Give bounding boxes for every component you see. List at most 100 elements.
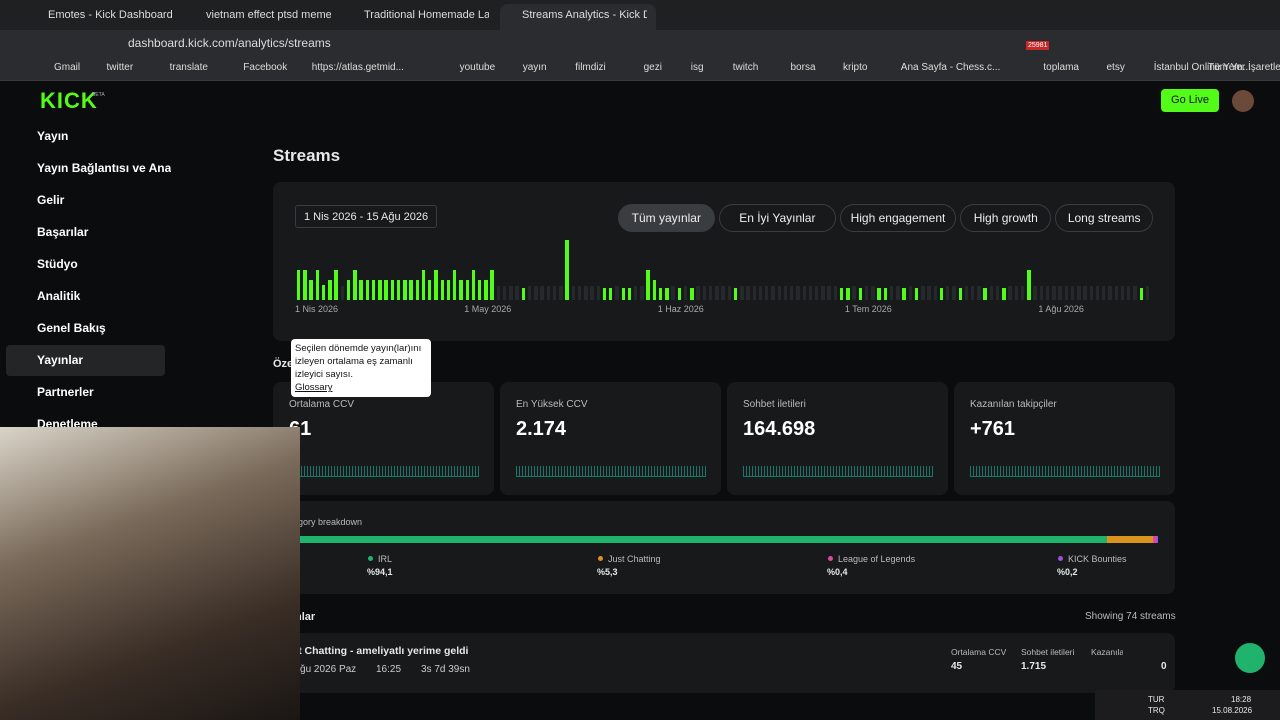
timeline-bar[interactable] xyxy=(328,280,332,300)
timeline-bar[interactable] xyxy=(1058,286,1062,300)
timeline-bar[interactable] xyxy=(297,270,301,300)
bookmark[interactable]: filmdizi xyxy=(575,62,606,73)
tab[interactable] xyxy=(500,4,656,30)
filter-chip[interactable]: High growth xyxy=(960,204,1052,232)
avatar[interactable] xyxy=(1232,90,1254,112)
timeline-bar[interactable] xyxy=(1139,288,1143,300)
timeline-bar[interactable] xyxy=(421,270,426,300)
timeline-bar[interactable] xyxy=(727,286,732,300)
timeline-bar[interactable] xyxy=(565,240,569,300)
timeline-bar[interactable] xyxy=(771,286,775,300)
timeline-bar[interactable] xyxy=(765,286,769,300)
timeline-bar[interactable] xyxy=(1045,286,1050,300)
timeline-bar[interactable] xyxy=(683,286,688,300)
timeline-bar[interactable] xyxy=(1014,286,1019,300)
timeline-bar[interactable] xyxy=(796,286,800,300)
timeline-bar[interactable] xyxy=(1077,286,1081,300)
timeline-bar[interactable] xyxy=(983,288,987,300)
timeline-bar[interactable] xyxy=(721,286,725,300)
timeline-bar[interactable] xyxy=(1114,286,1118,300)
sidebar-item[interactable]: Başarılar xyxy=(37,225,89,239)
timeline-bar[interactable] xyxy=(877,288,881,300)
timeline-bar[interactable] xyxy=(777,286,781,300)
timeline-bar[interactable] xyxy=(846,288,850,300)
timeline-bar[interactable] xyxy=(1002,288,1006,300)
bookmark[interactable]: etsy xyxy=(1106,62,1125,73)
timeline-bar[interactable] xyxy=(939,288,944,300)
timeline-bar[interactable] xyxy=(459,280,463,300)
timeline-bar[interactable] xyxy=(440,280,444,300)
url[interactable]: dashboard.kick.com/analytics/streams xyxy=(128,36,331,50)
timeline-bar[interactable] xyxy=(484,280,488,300)
bookmark[interactable]: toplama xyxy=(1043,62,1079,73)
filter-chip[interactable]: High engagement xyxy=(839,204,957,232)
timeline-bar[interactable] xyxy=(971,286,975,300)
timeline-bar[interactable] xyxy=(783,286,788,300)
sidebar-item[interactable]: Yayın xyxy=(37,129,69,143)
timeline-bar[interactable] xyxy=(696,286,700,300)
timeline-bar[interactable] xyxy=(908,286,913,300)
sidebar-item[interactable]: Genel Bakış xyxy=(37,321,106,335)
timeline-bar[interactable] xyxy=(340,286,345,300)
timeline-bar[interactable] xyxy=(827,286,831,300)
bookmark[interactable]: https://atlas.getmid... xyxy=(311,62,404,73)
timeline-bar[interactable] xyxy=(371,280,376,300)
timeline-bar[interactable] xyxy=(515,286,519,300)
timeline-bar[interactable] xyxy=(365,280,370,300)
timeline-bar[interactable] xyxy=(534,286,538,300)
timeline-bar[interactable] xyxy=(490,270,494,300)
timeline-bar[interactable] xyxy=(677,288,682,300)
timeline-bar[interactable] xyxy=(409,280,413,300)
bookmark[interactable]: Gmail xyxy=(54,62,81,73)
bookmark[interactable]: youtube xyxy=(459,62,496,73)
filter-chip[interactable]: Long streams xyxy=(1055,204,1153,232)
bookmark[interactable]: twitter xyxy=(106,62,134,73)
timeline-bar[interactable] xyxy=(858,288,863,300)
timeline-bar[interactable] xyxy=(1033,286,1037,300)
timeline-bar[interactable] xyxy=(502,286,507,300)
bookmark[interactable]: Ana Sayfa - Chess.c... xyxy=(900,62,1001,73)
timeline-bar[interactable] xyxy=(746,286,750,300)
timeline-bar[interactable] xyxy=(1127,286,1131,300)
timeline-bar[interactable] xyxy=(509,286,513,300)
timeline-bar[interactable] xyxy=(914,288,919,300)
timeline-bar[interactable] xyxy=(889,286,894,300)
timeline-bar[interactable] xyxy=(964,286,969,300)
timeline-bar[interactable] xyxy=(952,286,956,300)
bookmark[interactable]: twitch xyxy=(732,62,759,73)
timeline-bar[interactable] xyxy=(933,286,937,300)
timeline-bar[interactable] xyxy=(634,286,638,300)
bookmark[interactable]: kripto xyxy=(843,62,868,73)
bookmark[interactable]: borsa xyxy=(790,62,816,73)
timeline-bar[interactable] xyxy=(871,286,875,300)
timeline-bar[interactable] xyxy=(665,288,669,300)
timeline-bar[interactable] xyxy=(896,286,900,300)
timeline-bar[interactable] xyxy=(833,286,838,300)
sidebar-item[interactable]: Yayın Bağlantısı ve Anahta xyxy=(37,161,171,175)
go-live[interactable]: Go Live xyxy=(1161,89,1219,112)
sidebar-item[interactable]: Analitik xyxy=(37,289,81,303)
timeline-bar[interactable] xyxy=(1133,286,1137,300)
timeline-bar[interactable] xyxy=(465,280,469,300)
timeline-bar[interactable] xyxy=(559,286,563,300)
timeline-bar[interactable] xyxy=(353,270,357,300)
timeline-bar[interactable] xyxy=(1089,286,1093,300)
timeline-bar[interactable] xyxy=(646,270,650,300)
timeline-bar[interactable] xyxy=(527,286,532,300)
timeline-bar[interactable] xyxy=(1145,286,1150,300)
timeline-bar[interactable] xyxy=(390,280,395,300)
timeline-bar[interactable] xyxy=(690,288,694,300)
sidebar-item[interactable]: Gelir xyxy=(37,193,65,207)
timeline-bar[interactable] xyxy=(640,286,644,300)
timeline-bar[interactable] xyxy=(1083,286,1087,300)
timeline-bar[interactable] xyxy=(403,280,407,300)
timeline-bar[interactable] xyxy=(1108,286,1112,300)
timeline-bar[interactable] xyxy=(852,286,856,300)
tooltip-link[interactable]: Glossary xyxy=(295,382,333,393)
timeline-bar[interactable] xyxy=(1039,286,1044,300)
timeline-bar[interactable] xyxy=(415,280,419,300)
timeline-bar[interactable] xyxy=(1027,270,1031,300)
bookmark[interactable]: yayın xyxy=(522,62,547,73)
timeline-bar[interactable] xyxy=(596,286,600,300)
timeline-bar[interactable] xyxy=(708,286,713,300)
